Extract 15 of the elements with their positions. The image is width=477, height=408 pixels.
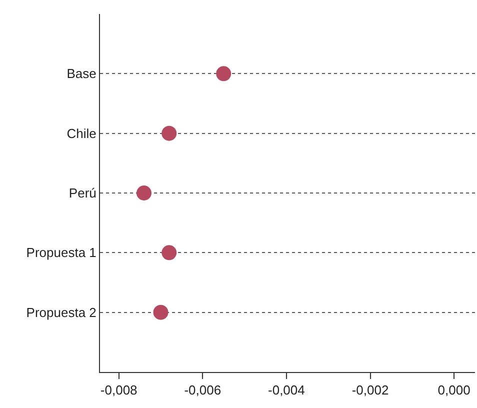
point bbox=[153, 304, 168, 320]
x-tick-label: -0,002 bbox=[352, 382, 389, 398]
point bbox=[162, 126, 177, 141]
point bbox=[216, 66, 232, 82]
x-tick-label: 0,000 bbox=[438, 382, 470, 398]
x-tick-label: -0,006 bbox=[184, 382, 222, 398]
x-tick-label: -0,004 bbox=[268, 382, 305, 398]
y-tick-label: Propuesta 1 bbox=[26, 245, 96, 260]
point bbox=[162, 245, 177, 260]
point bbox=[136, 186, 152, 200]
y-tick-label: Propuesta 2 bbox=[26, 304, 96, 320]
x-tick-label: -0,008 bbox=[100, 382, 138, 398]
y-tick-label: Base bbox=[66, 66, 96, 82]
y-tick-label: Perú bbox=[68, 186, 96, 201]
y-tick-label: Chile bbox=[66, 126, 96, 141]
